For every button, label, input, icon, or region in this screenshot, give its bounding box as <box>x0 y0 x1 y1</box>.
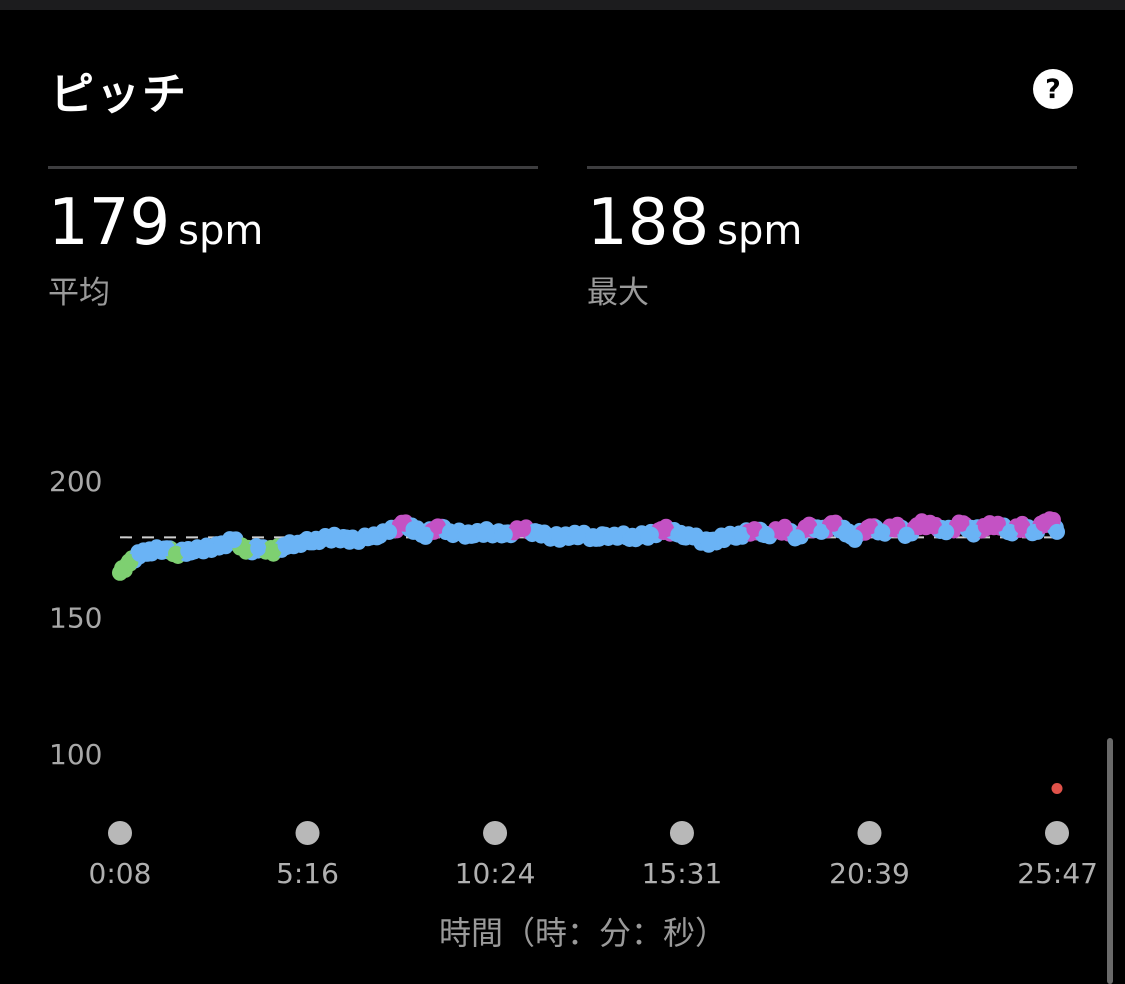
cadence-point <box>874 523 891 540</box>
cadence-point <box>734 526 751 543</box>
cadence-point <box>938 523 955 540</box>
cadence-point <box>776 521 793 538</box>
cadence-point <box>624 529 641 546</box>
cadence-point <box>326 529 343 546</box>
y-axis-ticks: 200 150 100 <box>49 465 102 771</box>
x-tick-marker <box>669 821 694 845</box>
cadence-point <box>143 543 160 559</box>
average-cadence-label: 平均 <box>48 275 110 311</box>
cadence-point <box>658 521 675 538</box>
cadence-point <box>198 540 215 557</box>
cadence-point <box>588 529 605 546</box>
cadence-point <box>606 526 623 543</box>
y-tick-label: 200 <box>49 465 102 498</box>
data-points <box>112 511 1065 794</box>
cadence-point <box>846 529 863 546</box>
x-tick-label: 5:16 <box>276 857 339 890</box>
cadence-point <box>758 526 775 543</box>
x-tick-label: 25:47 <box>1017 857 1098 890</box>
y-tick-label: 100 <box>49 738 102 771</box>
cadence-point <box>515 521 532 538</box>
cadence-point <box>250 540 267 557</box>
page-title: ピッチ <box>50 69 188 120</box>
cadence-point <box>289 534 306 551</box>
cadence-point <box>685 529 702 546</box>
cadence-point <box>862 518 879 535</box>
cadence-point <box>926 518 942 535</box>
cadence-point <box>277 537 294 554</box>
cadence-point <box>168 545 184 562</box>
max-cadence-label: 最大 <box>587 275 649 311</box>
cadence-point <box>569 526 586 543</box>
cadence-point <box>417 526 434 543</box>
x-axis-label: 時間（時：分：秒） <box>439 914 727 952</box>
cadence-point <box>898 526 915 543</box>
cadence-point <box>965 523 982 540</box>
cadence-point <box>977 518 994 535</box>
cadence-point <box>1014 518 1031 535</box>
cadence-point <box>825 515 842 532</box>
question-circle-icon[interactable]: ? <box>1033 69 1073 109</box>
x-axis-ticks: 0:08 5:16 10:24 15:31 20:39 25:47 <box>89 821 1098 890</box>
max-cadence-value: 188 <box>587 186 710 260</box>
cadence-point <box>344 532 361 549</box>
cadence-point <box>112 564 128 581</box>
cadence-point <box>238 543 254 559</box>
cadence-point <box>953 515 970 532</box>
cadence-point <box>913 515 930 532</box>
average-cadence-stat: 179 spm 平均 <box>48 166 538 312</box>
cadence-point <box>225 532 242 549</box>
cadence-point <box>496 526 513 543</box>
cadence-point <box>989 515 1006 532</box>
cadence-point <box>180 543 197 559</box>
cadence-point <box>265 543 282 559</box>
average-cadence-unit: spm <box>178 208 264 254</box>
y-tick-label: 150 <box>49 602 102 635</box>
x-tick-label: 20:39 <box>829 857 910 890</box>
cadence-point <box>700 534 717 551</box>
cadence-point <box>362 529 379 546</box>
scrollbar[interactable] <box>1107 738 1113 984</box>
cadence-point <box>131 545 148 562</box>
cadence-point <box>460 526 477 543</box>
x-tick-marker <box>295 821 320 845</box>
cadence-point <box>405 521 422 538</box>
cadence-point <box>716 529 732 546</box>
cadence-point <box>746 521 763 538</box>
cadence-point <box>429 518 446 535</box>
cadence-point <box>642 526 659 543</box>
cadence-point <box>533 526 550 543</box>
x-tick-label: 15:31 <box>642 857 723 890</box>
cadence-point <box>801 518 818 535</box>
cadence-point <box>308 532 324 549</box>
x-tick-marker <box>857 821 882 845</box>
cadence-point <box>478 523 495 540</box>
cadence-point <box>670 526 687 543</box>
cadence-point <box>1002 523 1019 540</box>
x-tick-marker <box>108 821 132 845</box>
top-bar <box>0 0 1125 10</box>
x-tick-marker <box>1045 821 1069 845</box>
average-cadence-value: 179 <box>48 186 171 260</box>
cadence-point <box>1049 523 1065 540</box>
cadence-point <box>442 523 458 540</box>
max-cadence-stat: 188 spm 最大 <box>587 166 1077 312</box>
cadence-point <box>1051 783 1063 794</box>
cadence-point <box>813 523 830 540</box>
x-tick-marker <box>483 821 508 845</box>
cadence-point <box>789 529 805 546</box>
max-cadence-unit: spm <box>717 208 803 254</box>
cadence-point <box>381 523 398 540</box>
cadence-point <box>213 537 230 554</box>
x-tick-label: 0:08 <box>89 857 152 890</box>
x-tick-label: 10:24 <box>455 857 536 890</box>
cadence-point <box>551 529 568 546</box>
